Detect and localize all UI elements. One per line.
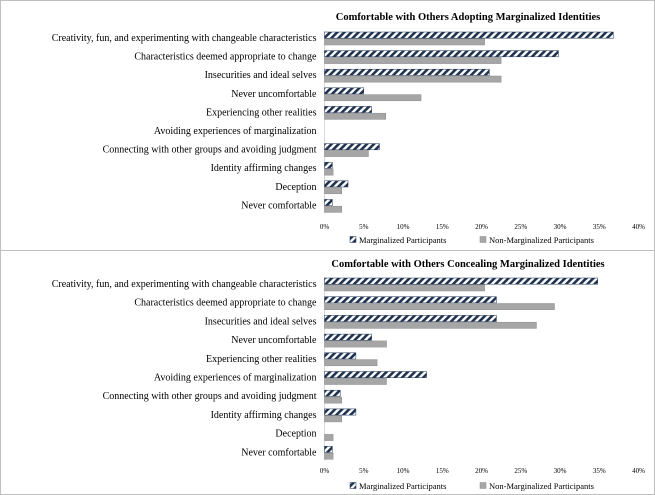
legend-swatch-marginalized	[349, 482, 357, 489]
x-tick-label: 40%	[632, 467, 645, 475]
bar-marginalized	[324, 68, 490, 76]
category-label: Identity affirming changes	[211, 410, 317, 421]
legend-label-marginalized: Marginalized Participants	[359, 235, 446, 245]
category-label: Never uncomfortable	[231, 335, 317, 346]
bar-non-marginalized	[324, 57, 502, 64]
x-tick-label: 20%	[475, 467, 488, 475]
category-label: Avoiding experiences of marginalization	[154, 126, 317, 137]
category-label: Never comfortable	[241, 200, 317, 211]
x-tick-label: 35%	[593, 467, 606, 475]
bar-marginalized	[324, 161, 333, 169]
x-tick-label: 20%	[475, 223, 488, 231]
bar-marginalized	[324, 315, 497, 322]
x-tick-label: 10%	[397, 467, 410, 475]
x-tick-label: 30%	[554, 223, 567, 231]
bar-marginalized	[324, 199, 333, 206]
bar-non-marginalized	[324, 205, 343, 213]
legend: Marginalized Participants Non-Marginalize…	[349, 235, 594, 245]
bar-non-marginalized	[324, 150, 369, 157]
category-label: Creativity, fun, and experimenting with …	[52, 33, 317, 44]
legend-swatch-non-marginalized	[479, 482, 487, 489]
category-label: Avoiding experiences of marginalization	[154, 373, 317, 384]
x-tick-label: 5%	[359, 467, 369, 475]
x-tick-label: 40%	[632, 223, 645, 231]
category-label: Characteristics deemed appropriate to ch…	[134, 298, 317, 309]
category-label: Insecurities and ideal selves	[205, 70, 317, 81]
bar-non-marginalized	[324, 94, 422, 102]
category-label: Never comfortable	[241, 447, 317, 458]
bar-marginalized	[324, 408, 357, 416]
x-tick-label: 15%	[436, 467, 449, 475]
category-label: Creativity, fun, and experimenting with …	[52, 279, 317, 290]
category-label: Connecting with other groups and avoidin…	[103, 391, 317, 402]
x-tick-label: 10%	[397, 223, 410, 231]
bar-non-marginalized	[324, 303, 555, 310]
bar-marginalized	[324, 106, 372, 113]
legend-label-marginalized: Marginalized Participants	[359, 481, 446, 491]
bar-marginalized	[324, 180, 349, 188]
chart-panel-1: Comfortable with Others Adopting Margina…	[52, 12, 645, 245]
bar-non-marginalized	[324, 75, 502, 83]
bar-marginalized	[324, 446, 333, 453]
bar-marginalized	[324, 31, 614, 39]
bar-marginalized	[324, 296, 497, 304]
bar-marginalized	[324, 277, 598, 285]
bar-non-marginalized	[324, 187, 343, 195]
chart-panel-2: Comfortable with Others Concealing Margi…	[52, 259, 645, 491]
x-tick-label: 15%	[436, 223, 449, 231]
bar-non-marginalized	[324, 38, 485, 46]
bar-marginalized	[324, 50, 559, 58]
x-tick-label: 30%	[554, 467, 567, 475]
bar-non-marginalized	[324, 112, 386, 120]
category-label: Experiencing other realities	[206, 354, 317, 365]
x-tick-label: 0%	[320, 467, 330, 475]
category-label: Deception	[275, 429, 316, 440]
x-tick-label: 25%	[514, 223, 527, 231]
bar-marginalized	[324, 389, 341, 397]
legend-swatch-non-marginalized	[479, 236, 487, 243]
category-label: Experiencing other realities	[206, 107, 317, 118]
category-label: Identity affirming changes	[211, 163, 317, 174]
legend-label-non-marginalized: Non-Marginalized Participants	[489, 235, 594, 245]
category-label: Insecurities and ideal selves	[205, 316, 317, 327]
x-tick-label: 25%	[514, 467, 527, 475]
bar-non-marginalized	[324, 284, 485, 292]
category-label: Connecting with other groups and avoidin…	[103, 145, 317, 156]
bar-non-marginalized	[324, 378, 387, 385]
bar-non-marginalized	[324, 359, 378, 367]
x-tick-label: 35%	[593, 223, 606, 231]
bar-marginalized	[324, 87, 364, 95]
bar-marginalized	[324, 143, 380, 151]
bar-non-marginalized	[324, 415, 343, 423]
bar-non-marginalized	[324, 340, 387, 348]
bar-non-marginalized	[324, 434, 334, 441]
legend-label-non-marginalized: Non-Marginalized Participants	[489, 481, 594, 491]
bar-marginalized	[324, 333, 372, 341]
category-label: Never uncomfortable	[231, 89, 317, 100]
bar-marginalized	[324, 371, 427, 378]
legend-swatch-marginalized	[349, 236, 357, 243]
bar-non-marginalized	[324, 321, 537, 329]
x-tick-label: 5%	[359, 223, 369, 231]
bar-non-marginalized	[324, 168, 334, 176]
chart-title: Comfortable with Others Adopting Margina…	[336, 12, 601, 23]
chart-title: Comfortable with Others Concealing Margi…	[331, 259, 604, 270]
bar-non-marginalized	[324, 452, 334, 460]
category-label: Characteristics deemed appropriate to ch…	[134, 52, 317, 63]
category-label: Deception	[275, 182, 316, 193]
x-tick-label: 0%	[320, 223, 330, 231]
bar-marginalized	[324, 352, 357, 360]
bar-non-marginalized	[324, 396, 343, 404]
legend: Marginalized Participants Non-Marginalize…	[349, 481, 594, 491]
